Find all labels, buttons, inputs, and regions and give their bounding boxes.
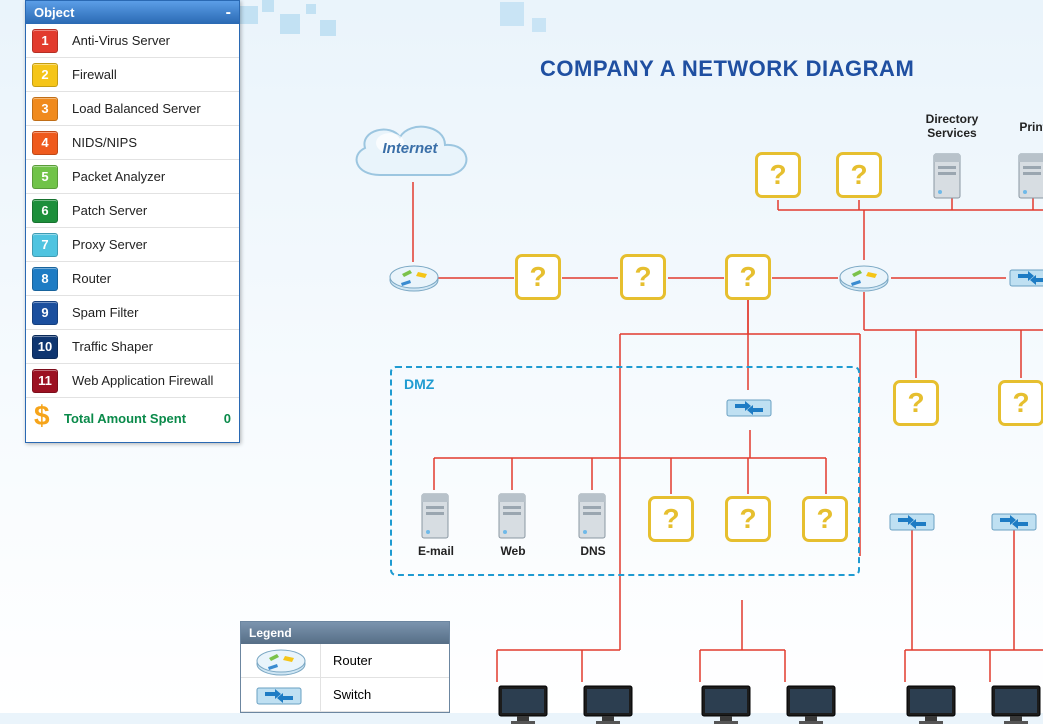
server-icon bbox=[575, 492, 609, 540]
router-icon bbox=[838, 262, 890, 294]
drop-slot-q_dmz1[interactable]: ? bbox=[648, 496, 694, 542]
dmz-label: DMZ bbox=[404, 376, 434, 392]
palette-badge: 10 bbox=[32, 335, 58, 359]
legend-label: Router bbox=[321, 653, 372, 668]
monitor-icon bbox=[905, 684, 957, 724]
object-palette: Object - 1 Anti-Virus Server 2 Firewall 3 Loa… bbox=[25, 0, 240, 443]
palette-badge: 11 bbox=[32, 369, 58, 393]
server-icon bbox=[1015, 152, 1043, 200]
palette-badge: 1 bbox=[32, 29, 58, 53]
palette-label: Anti-Virus Server bbox=[72, 33, 170, 48]
palette-title: Object bbox=[34, 5, 74, 20]
palette-label: Proxy Server bbox=[72, 237, 147, 252]
workstation-3 bbox=[700, 684, 752, 724]
server-print bbox=[1015, 152, 1043, 200]
server-web bbox=[495, 492, 529, 540]
palette-footer: $ Total Amount Spent 0 bbox=[26, 398, 239, 442]
palette-item-6[interactable]: 6 Patch Server bbox=[26, 194, 239, 228]
monitor-icon bbox=[582, 684, 634, 724]
palette-item-5[interactable]: 5 Packet Analyzer bbox=[26, 160, 239, 194]
drop-slot-q_right1[interactable]: ? bbox=[893, 380, 939, 426]
palette-badge: 6 bbox=[32, 199, 58, 223]
server-icon bbox=[418, 492, 452, 540]
palette-badge: 4 bbox=[32, 131, 58, 155]
palette-badge: 3 bbox=[32, 97, 58, 121]
monitor-icon bbox=[785, 684, 837, 724]
palette-item-10[interactable]: 10 Traffic Shaper bbox=[26, 330, 239, 364]
total-spent-label: Total Amount Spent bbox=[64, 411, 186, 426]
palette-label: Load Balanced Server bbox=[72, 101, 201, 116]
switch-dmz bbox=[725, 392, 773, 422]
drop-slot-q_dmz3[interactable]: ? bbox=[802, 496, 848, 542]
legend-label: Switch bbox=[321, 687, 371, 702]
palette-badge: 8 bbox=[32, 267, 58, 291]
dollar-icon: $ bbox=[34, 404, 56, 432]
workstation-4 bbox=[785, 684, 837, 724]
palette-badge: 7 bbox=[32, 233, 58, 257]
workstation-5 bbox=[905, 684, 957, 724]
drop-slot-q_top2[interactable]: ? bbox=[836, 152, 882, 198]
palette-badge: 2 bbox=[32, 63, 58, 87]
palette-label: NIDS/NIPS bbox=[72, 135, 137, 150]
drop-slot-q_mid1[interactable]: ? bbox=[515, 254, 561, 300]
router-icon bbox=[388, 262, 440, 294]
drop-slot-q_dmz2[interactable]: ? bbox=[725, 496, 771, 542]
monitor-icon bbox=[990, 684, 1042, 724]
router-2 bbox=[838, 262, 890, 294]
palette-item-7[interactable]: 7 Proxy Server bbox=[26, 228, 239, 262]
drop-slot-q_mid2[interactable]: ? bbox=[620, 254, 666, 300]
workstation-6 bbox=[990, 684, 1042, 724]
palette-label: Router bbox=[72, 271, 111, 286]
switch-icon bbox=[990, 506, 1038, 536]
switch-icon bbox=[888, 506, 936, 536]
switch-top-right bbox=[1008, 262, 1043, 292]
server-icon bbox=[495, 492, 529, 540]
palette-label: Spam Filter bbox=[72, 305, 138, 320]
palette-header[interactable]: Object - bbox=[26, 1, 239, 24]
switch-icon bbox=[725, 392, 773, 422]
workstation-2 bbox=[582, 684, 634, 724]
server-icon bbox=[930, 152, 964, 200]
palette-item-1[interactable]: 1 Anti-Virus Server bbox=[26, 24, 239, 58]
palette-item-4[interactable]: 4 NIDS/NIPS bbox=[26, 126, 239, 160]
palette-item-3[interactable]: 3 Load Balanced Server bbox=[26, 92, 239, 126]
server-directory bbox=[930, 152, 964, 200]
palette-label: Patch Server bbox=[72, 203, 147, 218]
drop-slot-q_right2[interactable]: ? bbox=[998, 380, 1043, 426]
router-1 bbox=[388, 262, 440, 294]
switch-r2 bbox=[990, 506, 1038, 536]
palette-label: Firewall bbox=[72, 67, 117, 82]
monitor-icon bbox=[497, 684, 549, 724]
legend-row-router: Router bbox=[241, 644, 449, 678]
internet-label: Internet bbox=[340, 140, 480, 157]
palette-item-9[interactable]: 9 Spam Filter bbox=[26, 296, 239, 330]
palette-item-11[interactable]: 11 Web Application Firewall bbox=[26, 364, 239, 398]
collapse-icon[interactable]: - bbox=[226, 8, 231, 18]
server-email bbox=[418, 492, 452, 540]
dmz-zone: DMZ bbox=[390, 366, 860, 576]
monitor-icon bbox=[700, 684, 752, 724]
palette-item-2[interactable]: 2 Firewall bbox=[26, 58, 239, 92]
switch-icon bbox=[1008, 262, 1043, 292]
legend-header: Legend bbox=[241, 622, 449, 644]
palette-item-8[interactable]: 8 Router bbox=[26, 262, 239, 296]
palette-label: Web Application Firewall bbox=[72, 373, 213, 388]
legend-row-switch: Switch bbox=[241, 678, 449, 712]
internet-cloud: Internet bbox=[340, 110, 480, 190]
server-dns bbox=[575, 492, 609, 540]
palette-badge: 5 bbox=[32, 165, 58, 189]
router-icon bbox=[255, 646, 307, 676]
palette-label: Traffic Shaper bbox=[72, 339, 153, 354]
drop-slot-q_top1[interactable]: ? bbox=[755, 152, 801, 198]
workstation-1 bbox=[497, 684, 549, 724]
drop-slot-q_mid3[interactable]: ? bbox=[725, 254, 771, 300]
legend-panel: Legend Router Switch bbox=[240, 621, 450, 713]
switch-r1 bbox=[888, 506, 936, 536]
switch-icon bbox=[255, 680, 307, 710]
palette-badge: 9 bbox=[32, 301, 58, 325]
palette-label: Packet Analyzer bbox=[72, 169, 165, 184]
